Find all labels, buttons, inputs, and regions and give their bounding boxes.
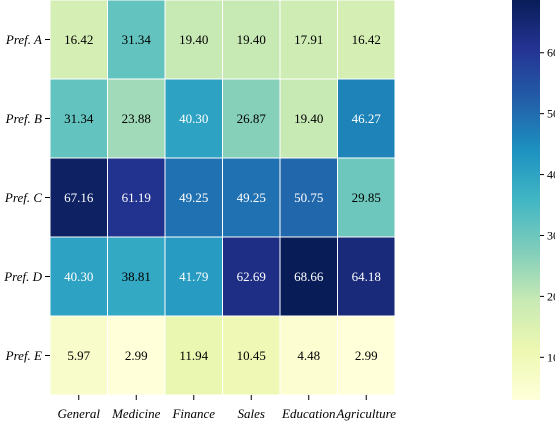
heatmap-cell: [279, 0, 338, 80]
cell-value-label: 19.40: [294, 111, 323, 126]
cell-value-label: 19.40: [179, 32, 208, 47]
cell-value-label: 49.25: [237, 190, 266, 205]
colorbar-tick-label: 60: [547, 46, 555, 60]
heatmap-cell: [337, 78, 396, 159]
heatmap-cell: [222, 78, 281, 159]
y-tick-label: Pref. B: [5, 111, 42, 126]
colorbar-tick-label: 50: [547, 107, 555, 121]
heatmap-cell: [222, 236, 281, 317]
y-tick-label: Pref. A: [5, 32, 42, 47]
heatmap-cell: [164, 236, 223, 317]
heatmap-cell: [222, 157, 281, 238]
cell-value-label: 11.94: [179, 348, 208, 363]
cell-value-label: 16.42: [352, 32, 381, 47]
cell-value-label: 68.66: [294, 269, 324, 284]
colorbar-tick-label: 30: [547, 228, 555, 242]
cell-value-label: 49.25: [179, 190, 208, 205]
cell-value-label: 2.99: [355, 348, 378, 363]
heatmap-cell: [107, 0, 166, 80]
colorbar-tick-label: 20: [547, 289, 555, 303]
colorbar: 10 20 30 40 50 60: [512, 0, 555, 400]
cell-value-label: 26.87: [237, 111, 267, 126]
y-tick-label: Pref. D: [3, 269, 42, 284]
cell-value-label: 67.16: [64, 190, 94, 205]
heatmap-value-labels: 16.42 31.34 19.40 19.40 17.91 16.42 31.34 23.88…: [64, 32, 381, 363]
heatmap-cell: [49, 236, 108, 317]
colorbar-tick-label: 10: [547, 350, 555, 364]
heatmap-cell: [164, 157, 223, 238]
heatmap-cell: [49, 315, 108, 396]
cell-value-label: 38.81: [122, 269, 151, 284]
cell-value-label: 17.91: [294, 32, 323, 47]
heatmap-cell: [337, 0, 396, 80]
heatmap-cell: [337, 315, 396, 396]
heatmap-cell: [164, 78, 223, 159]
heatmap-cell: [337, 236, 396, 317]
y-tick-label: Pref. E: [5, 348, 42, 363]
x-tick-label: Education: [281, 406, 335, 421]
x-tick-label: Medicine: [111, 406, 161, 421]
heatmap-cell: [279, 236, 338, 317]
heatmap-cell: [49, 157, 108, 238]
cell-value-label: 40.30: [64, 269, 93, 284]
cell-value-label: 46.27: [352, 111, 382, 126]
heatmap-cell: [279, 157, 338, 238]
heatmap-cell: [49, 78, 108, 159]
cell-value-label: 5.97: [67, 348, 90, 363]
heatmap-cell: [107, 315, 166, 396]
cell-value-label: 19.40: [237, 32, 266, 47]
cell-value-label: 64.18: [352, 269, 381, 284]
cell-value-label: 29.85: [352, 190, 381, 205]
x-tick-label: General: [57, 406, 100, 421]
heatmap-cell: [337, 157, 396, 238]
cell-value-label: 16.42: [64, 32, 93, 47]
cell-value-label: 50.75: [294, 190, 323, 205]
x-tick-label: Agriculture: [336, 406, 397, 421]
cell-value-label: 41.79: [179, 269, 208, 284]
cell-value-label: 4.48: [297, 348, 320, 363]
colorbar-tick-label: 40: [547, 168, 555, 182]
cell-value-label: 31.34: [122, 32, 152, 47]
cell-value-label: 40.30: [179, 111, 208, 126]
heatmap-cells: [49, 0, 396, 396]
x-axis: General Medicine Finance Sales Education Agri…: [57, 395, 396, 421]
x-tick-label: Sales: [238, 406, 265, 421]
cell-value-label: 62.69: [237, 269, 266, 284]
y-axis: Pref. A Pref. B Pref. C Pref. D Pref. E: [3, 32, 50, 363]
cell-value-label: 10.45: [237, 348, 266, 363]
heatmap-cell: [49, 0, 108, 80]
heatmap-cell: [222, 0, 281, 80]
cell-value-label: 23.88: [122, 111, 151, 126]
heatmap-cell: [107, 78, 166, 159]
heatmap-cell: [107, 236, 166, 317]
heatmap-cell: [164, 0, 223, 80]
cell-value-label: 2.99: [125, 348, 148, 363]
heatmap-cell: [164, 315, 223, 396]
colorbar-gradient: [512, 0, 540, 400]
cell-value-label: 31.34: [64, 111, 94, 126]
x-tick-label: Finance: [171, 406, 215, 421]
y-tick-label: Pref. C: [4, 190, 42, 205]
cell-value-label: 61.19: [122, 190, 151, 205]
heatmap-cell: [107, 157, 166, 238]
